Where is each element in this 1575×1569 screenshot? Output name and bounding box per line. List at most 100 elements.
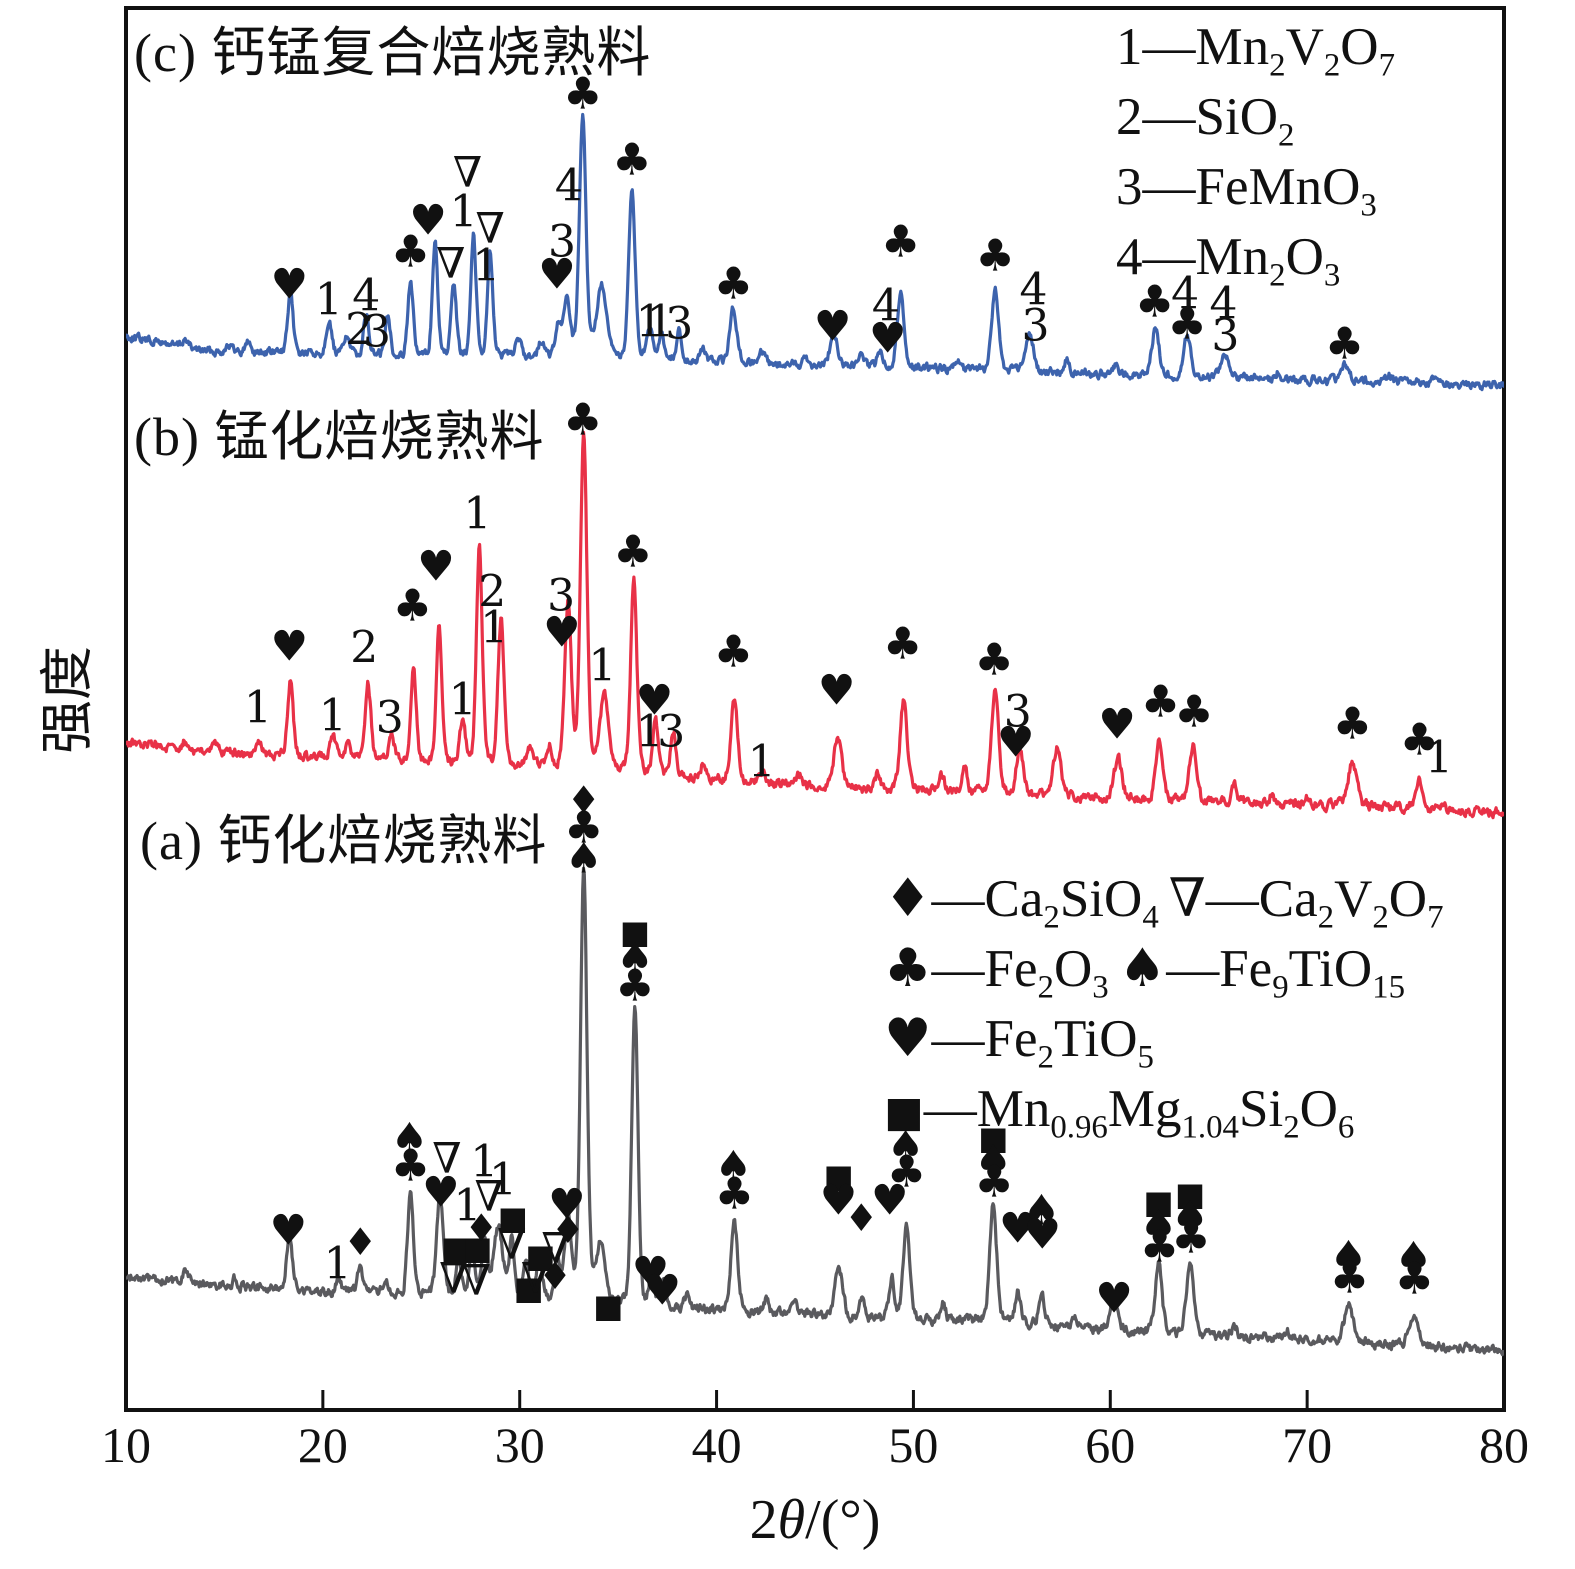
peak-annotation: ♣	[391, 227, 430, 278]
phase-symbol-icon: ♦	[884, 868, 932, 929]
peak-annotation: 1	[470, 1137, 498, 1188]
peak-annotation: 1	[315, 275, 343, 326]
peak-annotation: ♥	[632, 1248, 670, 1297]
peak-annotation: ∇	[521, 1254, 550, 1303]
peak-annotation: 3	[665, 299, 693, 350]
peak-annotation: 1	[472, 241, 500, 292]
peak-annotation: 1	[636, 297, 664, 348]
series-title-c: (c) 钙锰复合焙烧熟料	[134, 23, 652, 83]
peak-annotation: 1	[1425, 733, 1453, 784]
peak-annotation: 3	[1022, 301, 1050, 352]
peak-annotation: ∇	[436, 239, 465, 288]
legend-symbol-item: ■—Mn0.96Mg1.04Si2O6	[884, 1080, 1355, 1146]
peak-annotation: ♣	[975, 231, 1014, 282]
annotations-a: ♥1♦♠♣ ∇♥1■∇■∇1∇♦1■∇■∇■∇♦♥♦♦♣♠■■♠♣♥♥♠♣ ■♥♦♥…	[270, 778, 1435, 1325]
peak-annotation: ♥	[409, 196, 447, 245]
peak-annotation: ∇	[476, 204, 505, 253]
annotations-c: ♥ 1 423♣♥∇∇1∇1 ♥34♣♣113♣♥ 4♥♣ ♣43 ♣4♣ 43 ♣	[271, 69, 1365, 370]
peak-annotation: ♣	[715, 1169, 754, 1220]
x-tick-label: 80	[1479, 1417, 1529, 1473]
peak-annotation: ♥	[417, 542, 455, 591]
peak-annotation: ♠	[1023, 1186, 1061, 1235]
x-tick-label: 10	[101, 1417, 151, 1473]
legend-symbol-item: ∇—Ca2V2O7	[1168, 868, 1444, 936]
peak-annotation: ♣	[974, 635, 1013, 686]
phase-symbol-icon: ∇	[1168, 868, 1206, 929]
legend-symbol-row: ♣—Fe2O3 ♠—Fe9TiO15	[884, 934, 1444, 1004]
x-axis-label: 2θ/(°)	[749, 1489, 881, 1551]
peak-annotation: ♠	[714, 1142, 752, 1191]
peak-annotation: ♣	[887, 1147, 926, 1198]
peak-annotation: ■	[525, 1237, 555, 1275]
peak-annotation: ♦	[567, 778, 601, 822]
peak-annotation: 1	[450, 187, 478, 238]
legend-symbol-item: ♥—Fe2TiO5	[884, 1008, 1154, 1076]
peak-annotation: 1	[449, 675, 477, 726]
peak-annotation: ♣	[1135, 277, 1174, 328]
peak-annotation: ■	[620, 913, 650, 951]
peak-annotation: ♦	[538, 1254, 572, 1298]
peak-annotation: ■	[823, 1157, 853, 1195]
peak-annotation: ■	[498, 1199, 528, 1237]
peak-annotation: 3	[1004, 687, 1032, 738]
peak-annotation: ♠	[1395, 1233, 1433, 1282]
peak-annotation: ♣	[1330, 1253, 1369, 1304]
peak-annotation: 3	[547, 571, 575, 622]
curve-c	[126, 112, 1504, 392]
legend-number-item: 1—Mn2V2O7	[1116, 18, 1396, 84]
peak-annotation: ♥	[820, 1176, 858, 1225]
peak-annotation: ♥	[997, 718, 1035, 767]
peak-annotation: ♣	[881, 217, 920, 268]
peak-annotation: ♥	[271, 260, 309, 309]
peak-annotation: 3	[363, 307, 391, 358]
peak-annotation: ♣	[1174, 687, 1213, 738]
x-axis: 10 20 30 40 50 60 70 80	[101, 1390, 1529, 1473]
peak-annotation: 1	[454, 1181, 482, 1232]
legend-phase-symbols: ♦—Ca2SiO4 ∇—Ca2V2O7 ♣—Fe2O3 ♠—Fe9TiO15 ♥—Fe2…	[884, 864, 1444, 1147]
peak-annotation: ♣	[564, 803, 603, 854]
peak-annotation: ♣	[883, 619, 922, 670]
phase-symbol-icon: ■	[884, 1087, 924, 1136]
peak-annotation: ♠	[974, 1136, 1012, 1185]
peak-annotation: ♣	[1333, 699, 1372, 750]
peak-annotation: 4	[1210, 279, 1238, 330]
peak-annotation: 3	[548, 217, 576, 268]
curve-a	[126, 866, 1504, 1357]
peak-annotation: ♠	[1330, 1232, 1368, 1281]
peak-annotation: ♣	[612, 135, 651, 186]
peak-annotation: 1	[489, 1155, 517, 1206]
peak-annotation: ♣	[1140, 1222, 1179, 1273]
peak-annotation: ♠	[616, 934, 654, 983]
peak-annotation: 3	[657, 707, 685, 758]
x-tick-label: 40	[692, 1417, 742, 1473]
peak-annotation: 4	[872, 281, 900, 332]
legend-symbol-row: ♥—Fe2TiO5	[884, 1004, 1444, 1074]
peak-annotation: 1	[636, 707, 664, 758]
peak-annotation: ♣	[1171, 1213, 1210, 1264]
peak-annotation: ♣	[393, 581, 432, 632]
legend-symbol-item: ♣—Fe2O3	[884, 938, 1109, 1006]
legend-number-item: 2—SiO2	[1116, 88, 1295, 154]
peak-annotation: ♥	[422, 1168, 460, 1217]
peak-annotation: ♠	[887, 1122, 925, 1171]
legend-number-item: 3—FeMnO3	[1116, 158, 1377, 224]
peak-annotation: ■	[1143, 1183, 1173, 1221]
peak-annotation: 2	[478, 567, 506, 618]
peak-annotation: ♣	[1395, 1254, 1434, 1305]
peak-annotation: 4	[1020, 265, 1048, 316]
plot-border	[124, 6, 1506, 1412]
x-tick-label: 20	[298, 1417, 348, 1473]
peak-annotation: ♣	[714, 259, 753, 310]
peak-annotation: ♠	[1171, 1192, 1209, 1241]
peak-annotation: ∇	[497, 1220, 526, 1269]
peak-annotation: ♥	[636, 676, 674, 725]
legend-number-item: 4—Mn2O3	[1116, 228, 1341, 294]
peak-annotation: ♠	[565, 834, 603, 883]
peak-annotation: ∇	[439, 1254, 468, 1303]
phase-symbol-icon: ♣	[884, 938, 932, 999]
peak-annotation: ♠	[1140, 1201, 1178, 1250]
peak-annotation: ♥	[814, 302, 852, 351]
peak-annotation: ♣	[1141, 677, 1180, 728]
